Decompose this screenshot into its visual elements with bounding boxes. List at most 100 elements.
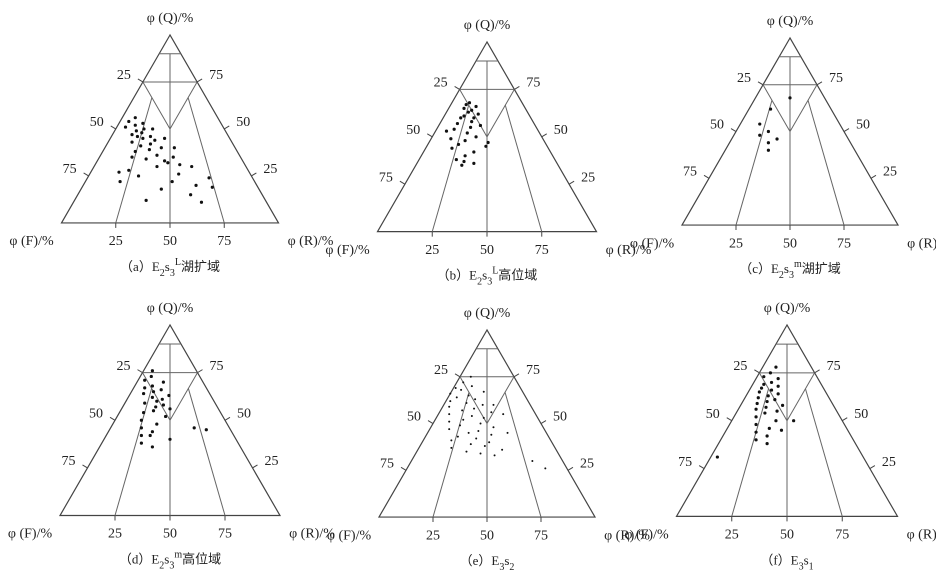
- data-point: [150, 395, 154, 399]
- data-point: [762, 382, 766, 386]
- data-point: [133, 116, 137, 120]
- caption-part: s: [165, 259, 170, 274]
- tick-mark: [454, 85, 460, 90]
- data-point: [148, 134, 153, 139]
- data-point: [463, 154, 467, 158]
- left-tick-label: 75: [63, 162, 77, 177]
- data-point: [150, 445, 154, 449]
- data-point: [467, 394, 470, 397]
- data-point: [465, 450, 468, 453]
- caption-part: 3: [499, 562, 504, 573]
- class-line: [169, 81, 198, 130]
- caption-part: 高位域: [182, 552, 221, 567]
- left-tick-label: 75: [379, 170, 393, 185]
- data-point: [133, 149, 137, 154]
- data-point: [776, 376, 780, 381]
- data-point: [155, 153, 159, 157]
- right-tick-label: 75: [209, 68, 223, 83]
- data-point: [754, 430, 758, 434]
- data-point: [142, 411, 146, 415]
- class-line: [142, 81, 171, 130]
- data-point: [167, 393, 171, 398]
- ternary-panel: 25 50 75 25 50 75 25 50 75 φ (Q)/% φ (F)/% φ (R)/% （…: [624, 301, 936, 572]
- data-point: [139, 144, 143, 148]
- bottom-tick-label: 75: [535, 243, 549, 258]
- top-axis-label: φ (Q)/%: [764, 301, 811, 316]
- bottom-tick-label: 25: [109, 234, 123, 249]
- data-point: [136, 174, 141, 178]
- class-line: [187, 388, 226, 516]
- caption-part: s: [482, 268, 487, 283]
- class-line: [804, 388, 843, 517]
- right-tick-label: 50: [553, 410, 567, 425]
- tick-mark: [399, 180, 406, 185]
- data-point: [143, 401, 147, 405]
- tick-mark: [514, 85, 520, 90]
- data-point: [160, 397, 164, 401]
- caption-part: （f）E: [760, 552, 798, 567]
- class-line: [115, 97, 153, 224]
- data-point: [139, 418, 143, 422]
- top-axis-label: φ (Q)/%: [464, 306, 511, 321]
- data-point: [765, 442, 769, 446]
- class-line: [169, 372, 198, 421]
- data-point: [444, 129, 449, 133]
- data-point: [460, 163, 464, 167]
- left-tick-label: 50: [407, 410, 421, 425]
- data-point: [467, 101, 472, 105]
- bottom-tick-label: 25: [426, 528, 440, 543]
- class-line: [187, 97, 225, 224]
- data-point: [758, 122, 762, 126]
- left-tick-label: 75: [678, 455, 692, 470]
- tick-mark: [814, 369, 820, 374]
- class-line: [459, 89, 488, 138]
- tick-mark: [703, 174, 710, 179]
- data-point: [449, 137, 453, 141]
- data-point: [143, 378, 147, 382]
- data-point: [142, 127, 146, 131]
- left-tick-label: 75: [380, 457, 394, 472]
- data-point: [148, 142, 153, 146]
- data-point: [199, 200, 204, 204]
- data-point: [755, 401, 759, 406]
- data-point: [490, 433, 493, 436]
- class-line: [786, 372, 816, 421]
- caption: （b）E2s3L高位域: [437, 265, 538, 287]
- data-point: [462, 106, 466, 110]
- caption-part: （d）E: [119, 552, 160, 567]
- tick-mark: [454, 373, 461, 378]
- data-point: [448, 420, 451, 423]
- right-tick-label: 25: [882, 455, 896, 470]
- left-tick-label: 25: [434, 76, 448, 91]
- tick-mark: [754, 369, 760, 374]
- caption: （c）E2s3m湖扩域: [739, 259, 841, 281]
- data-point: [462, 159, 466, 164]
- data-point: [161, 403, 165, 407]
- left-axis-label: φ (F)/%: [327, 528, 372, 543]
- left-axis-label: φ (F)/%: [8, 527, 53, 542]
- data-point: [455, 396, 458, 399]
- tick-mark: [726, 417, 733, 422]
- data-point: [768, 371, 773, 375]
- caption-part: （e）E: [460, 553, 500, 568]
- caption-part: 2: [509, 562, 514, 573]
- data-point: [168, 437, 172, 441]
- data-point: [155, 399, 159, 403]
- right-tick-label: 75: [526, 363, 540, 378]
- data-point: [762, 375, 766, 379]
- data-point: [506, 431, 509, 434]
- data-point: [754, 438, 758, 442]
- tick-mark: [223, 125, 230, 130]
- ternary-panel: 25 50 75 25 50 75 25 50 75 φ (Q)/% φ (F)/% φ (R)/% （…: [8, 301, 335, 571]
- caption-part: 2: [477, 276, 482, 287]
- tick-mark: [816, 81, 823, 86]
- data-point: [775, 409, 779, 413]
- caption-part: （a）E: [120, 259, 160, 274]
- data-point: [130, 140, 134, 144]
- data-point: [178, 163, 182, 167]
- class-line: [762, 84, 791, 132]
- tick-mark: [869, 465, 876, 469]
- class-line: [807, 100, 845, 226]
- class-line: [459, 376, 488, 424]
- caption-part: s: [164, 552, 169, 567]
